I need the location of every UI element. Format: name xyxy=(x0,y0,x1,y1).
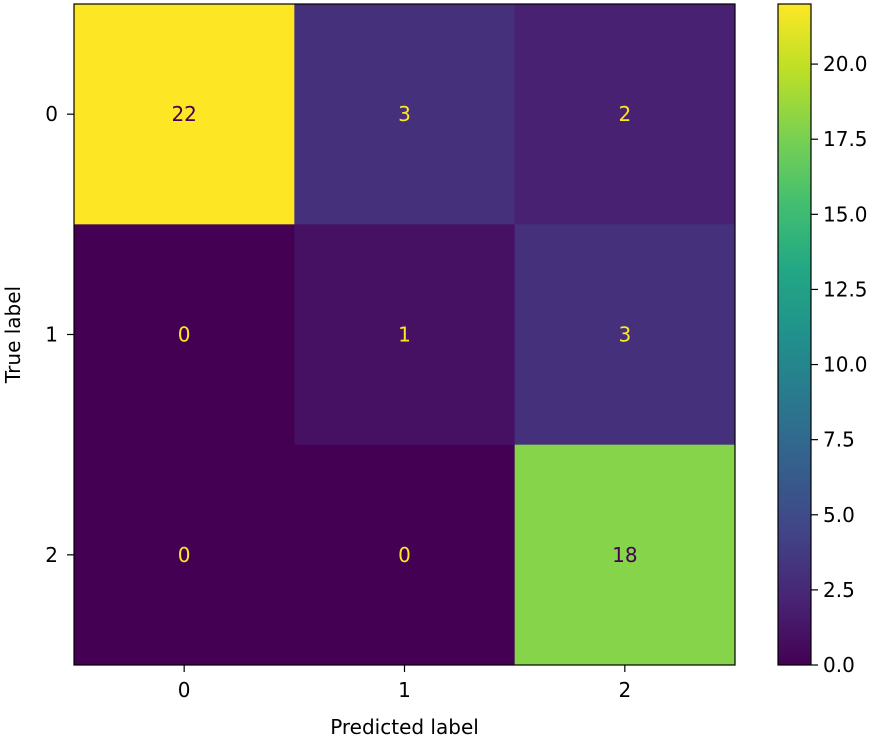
heatmap-cell xyxy=(74,444,295,666)
heatmap-cell xyxy=(514,444,736,666)
colorbar-tick-label: 20.0 xyxy=(823,52,868,76)
cell-value-label: 2 xyxy=(618,102,631,126)
heatmap-cell xyxy=(74,4,295,225)
x-axis-label: Predicted label xyxy=(330,715,479,739)
colorbar-tick-label: 12.5 xyxy=(823,277,868,301)
cell-value-label: 18 xyxy=(612,543,637,567)
heatmap-cell xyxy=(74,224,295,446)
x-axis-ticks: 0 1 2 xyxy=(178,665,631,702)
x-tick-label: 2 xyxy=(618,678,631,702)
colorbar-ticks: 0.0 2.5 5.0 7.5 10.0 12.5 15.0 17.5 20.0 xyxy=(811,52,868,677)
x-tick-label: 1 xyxy=(398,678,411,702)
y-axis-ticks: 0 1 2 xyxy=(45,102,74,567)
y-tick-label: 0 xyxy=(45,102,58,126)
cell-value-label: 0 xyxy=(178,543,191,567)
heatmap-cell xyxy=(294,224,516,446)
colorbar-tick-label: 17.5 xyxy=(823,127,868,151)
y-tick-label: 2 xyxy=(45,543,58,567)
heatmap-cell xyxy=(294,444,516,666)
cell-value-label: 3 xyxy=(398,102,411,126)
colorbar-gradient xyxy=(778,4,811,665)
heatmap-cell xyxy=(514,4,736,225)
x-tick-label: 0 xyxy=(178,678,191,702)
colorbar-tick-label: 5.0 xyxy=(823,503,855,527)
cell-value-label: 0 xyxy=(398,543,411,567)
heatmap-cell xyxy=(294,4,516,225)
colorbar-tick-label: 10.0 xyxy=(823,353,868,377)
cell-value-label: 3 xyxy=(618,323,631,347)
cell-value-label: 0 xyxy=(178,323,191,347)
colorbar: 0.0 2.5 5.0 7.5 10.0 12.5 15.0 17.5 20.0 xyxy=(777,3,868,677)
y-axis-label: True label xyxy=(1,286,25,384)
colorbar-tick-label: 2.5 xyxy=(823,578,855,602)
colorbar-tick-label: 0.0 xyxy=(823,653,855,677)
cell-value-label: 22 xyxy=(171,102,196,126)
y-tick-label: 1 xyxy=(45,323,58,347)
cell-value-label: 1 xyxy=(398,323,411,347)
heatmap-cell xyxy=(514,224,736,446)
heatmap-cells: 22 3 2 0 1 3 0 0 18 xyxy=(74,4,736,666)
colorbar-frame xyxy=(777,3,812,666)
colorbar-tick-label: 7.5 xyxy=(823,428,855,452)
colorbar-tick-label: 15.0 xyxy=(823,202,868,226)
